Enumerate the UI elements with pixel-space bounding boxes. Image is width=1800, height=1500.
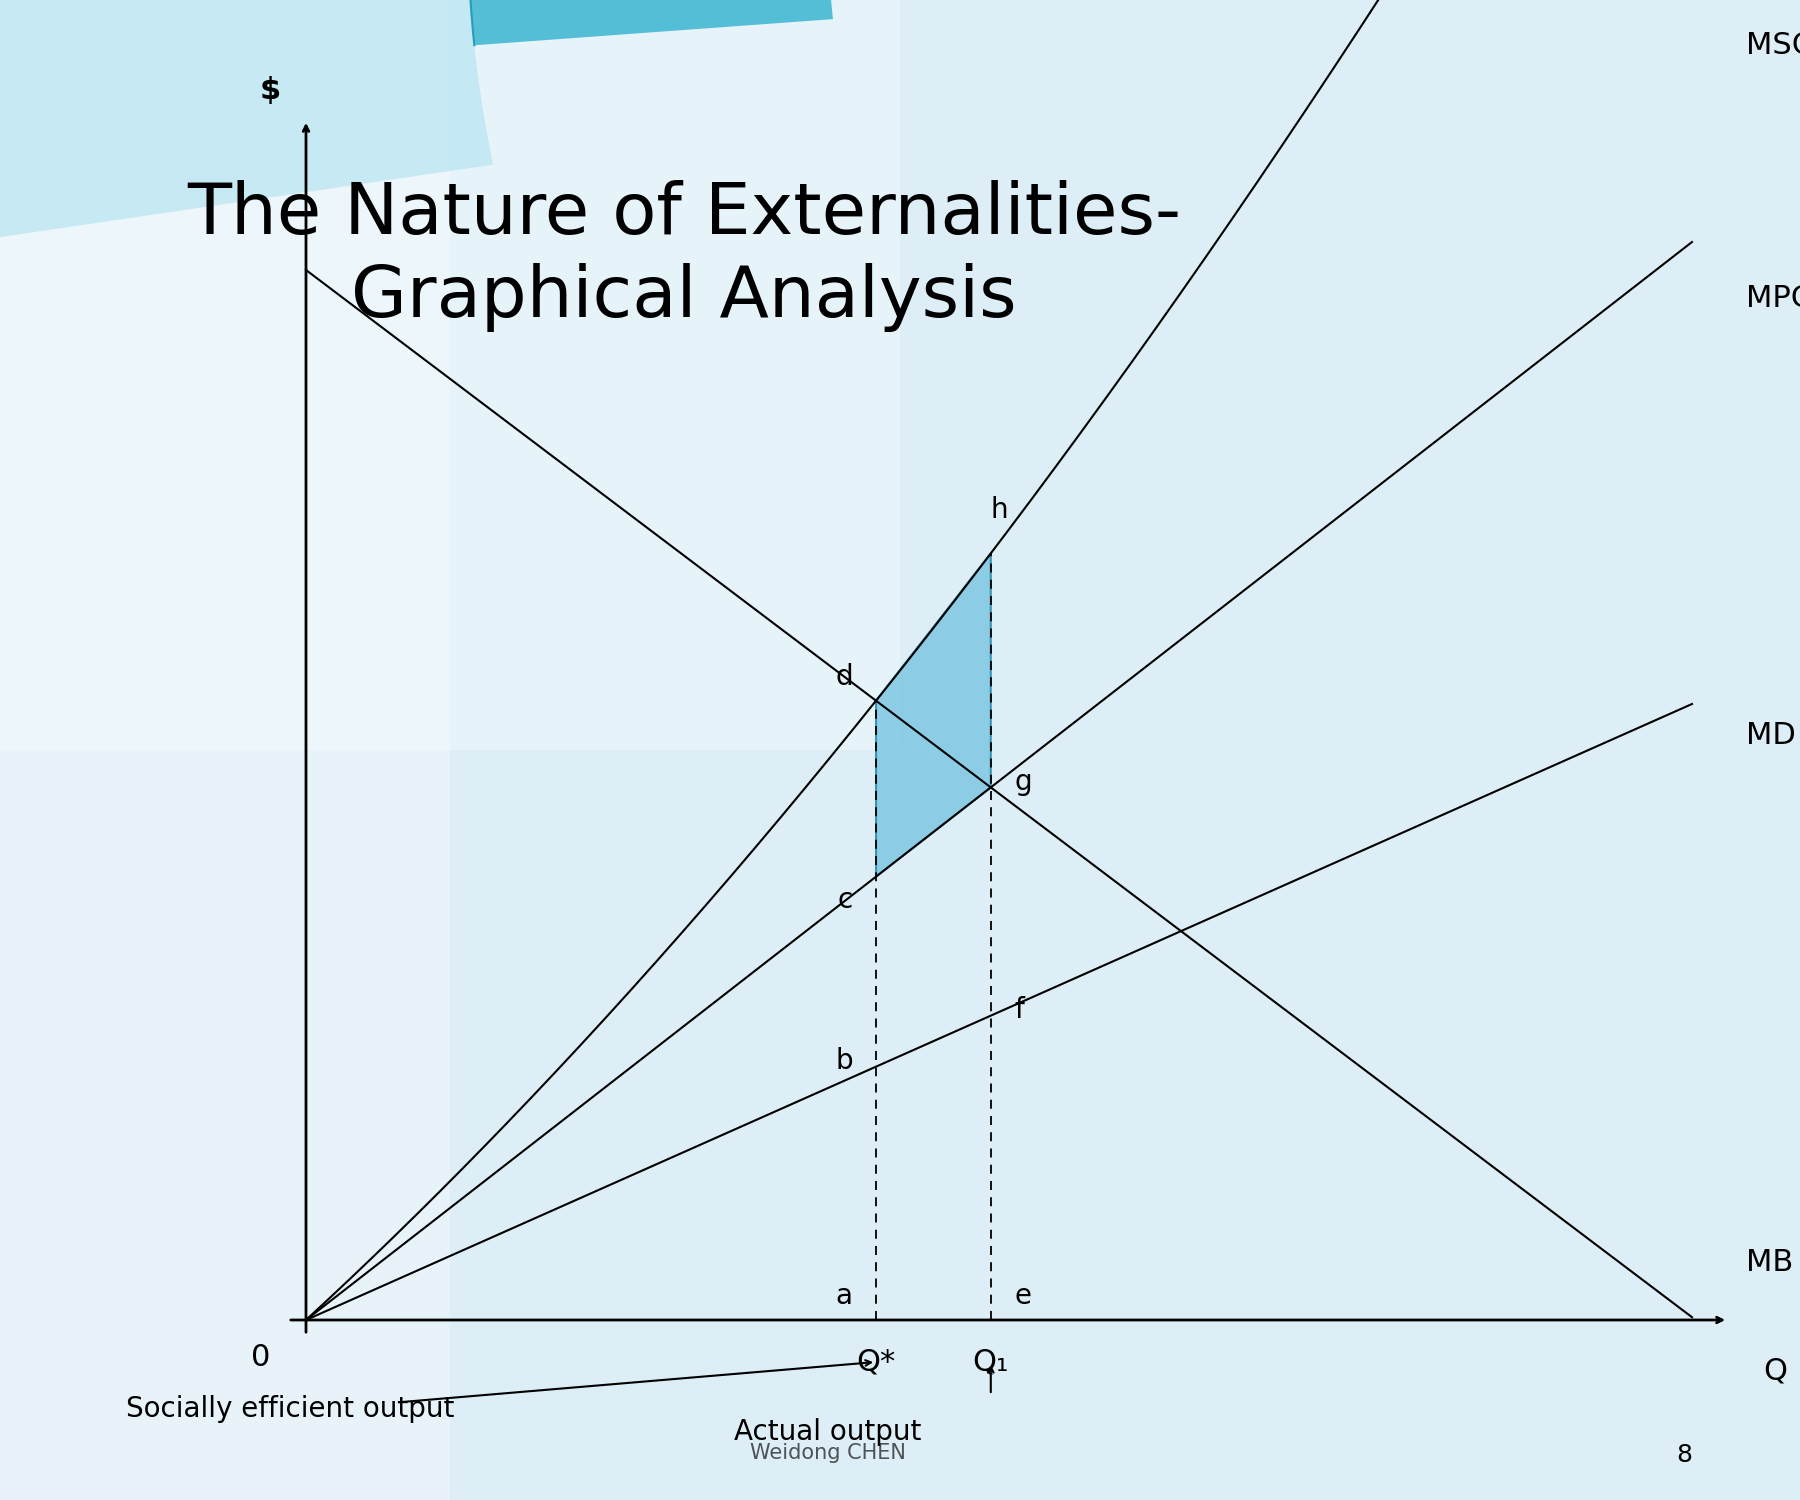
Text: Q per year: Q per year xyxy=(1764,1358,1800,1386)
Polygon shape xyxy=(0,0,589,237)
Text: The Nature of Externalities-
Graphical Analysis: The Nature of Externalities- Graphical A… xyxy=(187,180,1181,332)
Bar xyxy=(0,0,900,750)
Text: MB: MB xyxy=(1746,1248,1793,1278)
Text: Weidong CHEN: Weidong CHEN xyxy=(751,1443,905,1462)
Text: d: d xyxy=(835,663,853,692)
Text: Q*: Q* xyxy=(857,1347,896,1376)
Text: MSC = MPC + MD: MSC = MPC + MD xyxy=(1746,30,1800,60)
Text: c: c xyxy=(837,886,853,915)
Text: 8: 8 xyxy=(1676,1443,1692,1467)
Text: 0: 0 xyxy=(250,1342,270,1371)
Text: $: $ xyxy=(259,76,281,105)
Bar xyxy=(0,0,450,1500)
Text: Socially efficient output: Socially efficient output xyxy=(126,1395,454,1423)
Text: MD: MD xyxy=(1746,722,1796,750)
Text: h: h xyxy=(992,496,1008,523)
Text: f: f xyxy=(1013,996,1024,1024)
Text: MPC: MPC xyxy=(1746,284,1800,312)
Polygon shape xyxy=(877,554,990,876)
Text: Q₁: Q₁ xyxy=(972,1347,1010,1376)
Text: Actual output: Actual output xyxy=(734,1418,922,1446)
Text: a: a xyxy=(835,1282,853,1311)
Text: b: b xyxy=(835,1047,853,1076)
Polygon shape xyxy=(468,0,949,45)
Text: g: g xyxy=(1013,768,1031,795)
Text: e: e xyxy=(1013,1282,1031,1311)
